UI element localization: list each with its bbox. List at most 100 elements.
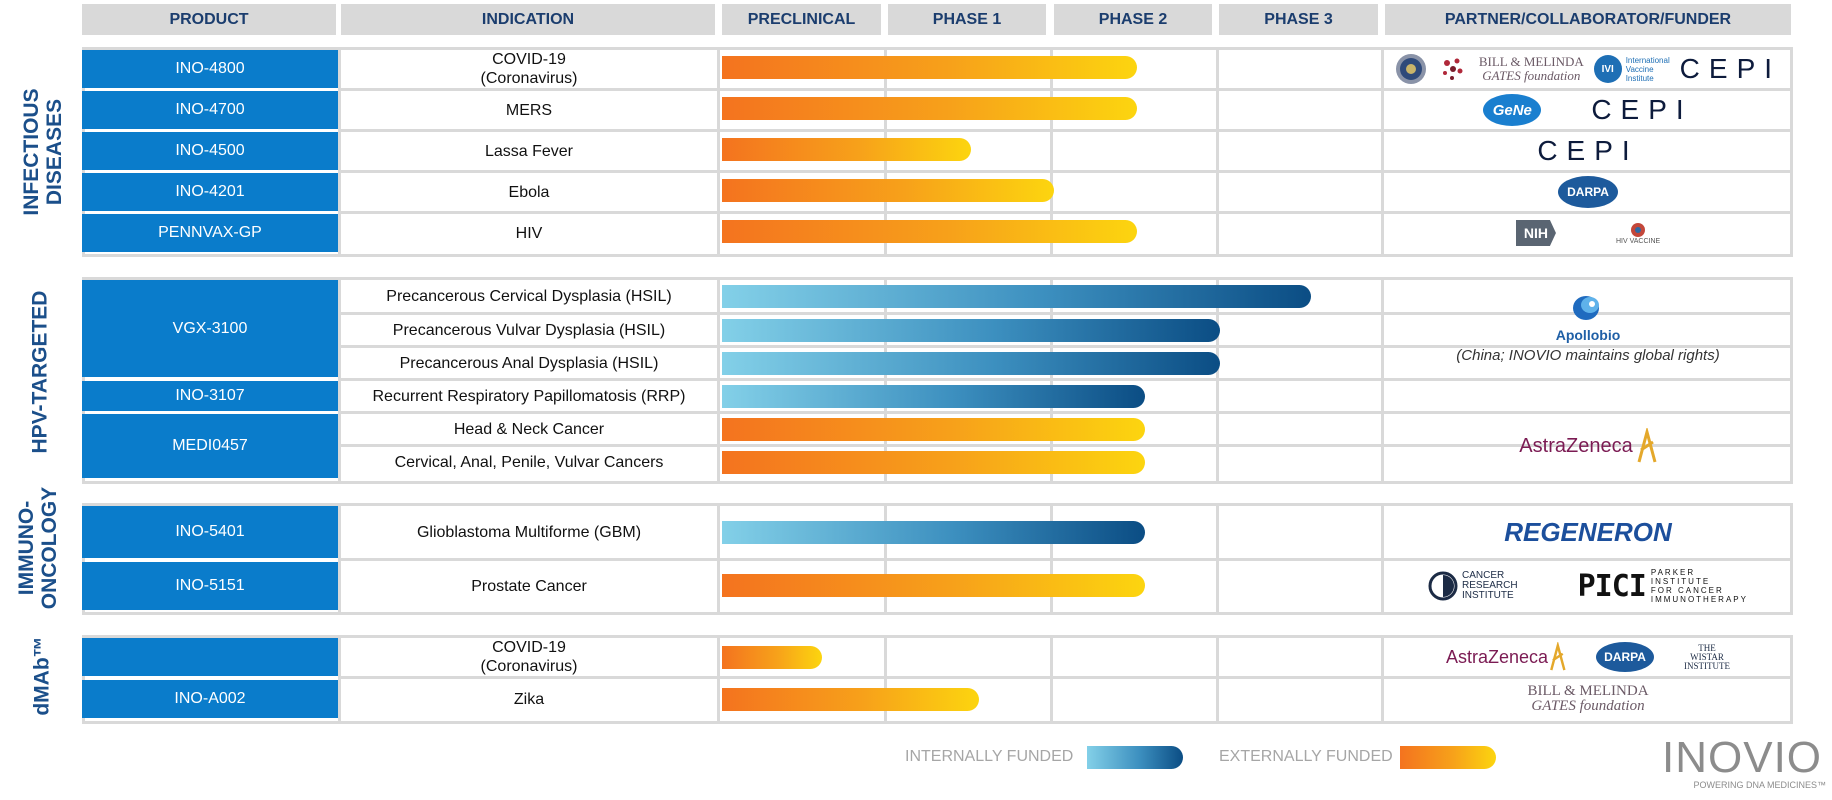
section-dmab: dMAb™ — [30, 636, 54, 716]
cepi-logo-2: CEPI — [1591, 94, 1693, 125]
cepi-logo-3: CEPI — [1537, 135, 1639, 166]
ivi-text: International Vaccine Institute — [1626, 56, 1670, 83]
column-line — [338, 47, 341, 257]
astrazeneca-symbol-icon — [1637, 428, 1657, 463]
partners-ino-4700: GeNe CEPI — [1385, 91, 1791, 129]
darpa-logo: DARPA — [1558, 176, 1618, 208]
indication-rrp: Recurrent Respiratory Papillomatosis (RR… — [372, 388, 686, 405]
section-border-top — [82, 635, 1793, 638]
pipeline-bar-ino-4700 — [722, 97, 1137, 120]
ivi-globe-icon: IVI — [1593, 55, 1622, 83]
partners-pennvax: NIH HIV VACCINE — [1385, 214, 1791, 252]
parker-line2: INSTITUTE — [1650, 577, 1711, 586]
astrazeneca-symbol-icon-2 — [1550, 642, 1566, 671]
column-line — [1381, 635, 1384, 724]
indication-cervical-dysplasia: Precancerous Cervical Dysplasia (HSIL) — [386, 288, 672, 305]
section-infectious-diseases: INFECTIOUS DISEASES — [20, 87, 66, 217]
parker-institute-logo: PICI PARKER INSTITUTE FOR CANCER IMMUNOT… — [1578, 568, 1748, 604]
partners-ino-5401: REGENERON — [1385, 506, 1791, 558]
section-infectious-label: INFECTIOUS DISEASES — [20, 88, 66, 216]
apollobio-logo-icon — [1573, 296, 1599, 320]
legend-external-label: EXTERNALLY FUNDED — [1219, 748, 1393, 765]
dod-seal-icon — [1395, 54, 1426, 84]
indication-zika: Zika — [513, 690, 545, 708]
column-line — [1381, 47, 1384, 257]
astrazeneca-logo-2: AstraZeneca — [1446, 642, 1566, 672]
partners-vgx-3100: Apollobio (China; INOVIO maintains globa… — [1385, 280, 1791, 377]
ivi-logo: IVI International Vaccine Institute — [1593, 55, 1670, 83]
gates-2-line1: BILL & MELINDA — [1527, 683, 1649, 699]
ivi-line2: Vaccine — [1625, 64, 1654, 74]
section-immuno-oncology: IMMUNO-ONCOLOGY — [15, 483, 61, 613]
product-vgx-3100: VGX-3100 — [82, 280, 338, 377]
pipeline-bar-ino-3107 — [722, 385, 1145, 408]
indication-hiv: HIV — [515, 224, 543, 242]
pipeline-bar-ino-4201 — [722, 179, 1054, 202]
product-medi0457: MEDI0457 — [82, 414, 338, 478]
product-ino-a002: INO-A002 — [82, 680, 338, 718]
header-partner: PARTNER/COLLABORATOR/FUNDER — [1385, 4, 1791, 35]
cancer-research-institute-logo: CANCER RESEARCH INSTITUTE — [1428, 571, 1518, 601]
regeneron-logo: REGENERON — [1504, 516, 1672, 547]
pipeline-bar-ino-4500 — [722, 138, 971, 161]
gates-foundation-logo: BILL & MELINDA GATES foundation — [1479, 55, 1584, 83]
wistar-line2: WISTAR — [1690, 651, 1724, 662]
product-ino-4201: INO-4201 — [82, 173, 338, 211]
wistar-line1: THE — [1698, 642, 1716, 653]
hiv-vaccine-text: HIV VACCINE — [1615, 237, 1661, 245]
wistar-logo: THE WISTAR INSTITUTE — [1684, 642, 1730, 671]
ivi-line3: Institute — [1625, 73, 1654, 83]
cri-text: CANCER RESEARCH INSTITUTE — [1462, 571, 1518, 601]
partners-ino-4800: BILL & MELINDA GATES foundation IVI Inte… — [1385, 50, 1791, 88]
column-line — [1790, 635, 1793, 724]
pipeline-bar-ino-a002 — [722, 688, 979, 711]
pipeline-bar-vgx-3100 — [722, 319, 1220, 342]
legend-internal-swatch — [1087, 746, 1183, 769]
inovio-tagline: POWERING DNA MEDICINES™ — [1693, 780, 1826, 790]
parker-line4: IMMUNOTHERAPY — [1650, 595, 1748, 604]
pipeline-bar-dmab — [722, 646, 822, 669]
indication-dmab-covid19-line2: (Coronavirus) — [480, 658, 578, 675]
indication-ebola: Ebola — [508, 183, 550, 201]
partners-medi0457: AstraZeneca — [1385, 414, 1791, 478]
parker-line1: PARKER — [1650, 568, 1696, 577]
indication-covid19-line2: (Coronavirus) — [480, 70, 578, 87]
section-border-top — [82, 47, 1793, 50]
header-phase2: PHASE 2 — [1054, 4, 1212, 35]
pipeline-bar-medi0457 — [722, 418, 1145, 441]
header-phase3: PHASE 3 — [1219, 4, 1378, 35]
product-ino-4800: INO-4800 — [82, 50, 338, 88]
row-line — [338, 444, 1793, 447]
header-phase1: PHASE 1 — [888, 4, 1046, 35]
column-line — [82, 503, 85, 615]
cri-line2: RESEARCH — [1462, 580, 1518, 591]
parker-text: PARKER INSTITUTE FOR CANCER IMMUNOTHERAP… — [1651, 568, 1748, 604]
darpa-logo-2: DARPA — [1596, 642, 1655, 672]
indication-lassa: Lassa Fever — [484, 142, 574, 160]
row-line — [338, 558, 1793, 561]
header-preclinical: PRECLINICAL — [722, 4, 881, 35]
pipeline-bar-vgx-3100 — [722, 285, 1311, 308]
advaccine-logo-icon — [1442, 58, 1463, 80]
row-line — [338, 676, 1793, 679]
pipeline-bar-medi0457 — [722, 451, 1145, 474]
column-line — [82, 277, 85, 484]
section-immuno-label: IMMUNO-ONCOLOGY — [15, 486, 61, 610]
apollobio-name: Apollobio — [1555, 327, 1621, 343]
pipeline-bar-ino-5151 — [722, 574, 1145, 597]
row-line — [338, 170, 1793, 173]
product-ino-4700: INO-4700 — [82, 91, 338, 129]
section-border-top — [82, 277, 1793, 280]
row-line — [338, 211, 1793, 214]
column-line — [1050, 47, 1053, 257]
partners-ino-4201: DARPA — [1385, 173, 1791, 211]
gates-line1: BILL & MELINDA — [1478, 54, 1584, 69]
cepi-logo: CEPI — [1679, 53, 1782, 84]
legend-internal-label: INTERNALLY FUNDED — [905, 748, 1074, 765]
pipeline-bar-pennvax-gp — [722, 220, 1137, 243]
indication-prostate: Prostate Cancer — [471, 577, 587, 595]
cri-line3: INSTITUTE — [1462, 590, 1514, 601]
inovio-brand: INOVIO POWERING DNA MEDICINES™ — [1662, 736, 1828, 791]
partners-ino-a002: BILL & MELINDA GATES foundation — [1385, 680, 1791, 718]
gates-foundation-logo-2: BILL & MELINDA GATES foundation — [1527, 684, 1648, 714]
